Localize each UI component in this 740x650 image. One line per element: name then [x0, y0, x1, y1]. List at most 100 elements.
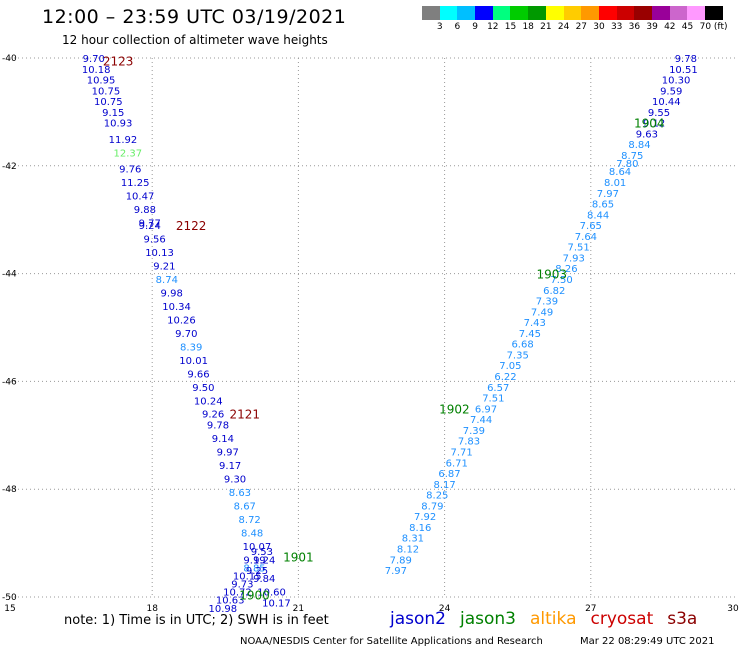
wave-height-value: 10.75 — [94, 97, 123, 108]
y-tick-label: -48 — [2, 485, 17, 495]
legend-jason2: jason2 — [390, 609, 446, 629]
wave-height-value: 8.01 — [604, 178, 626, 189]
colorbar-swatch — [705, 6, 723, 20]
wave-height-value: 9.84 — [253, 574, 275, 585]
wave-height-value: 7.49 — [531, 307, 553, 318]
wave-height-value: 7.35 — [507, 350, 529, 361]
wave-height-value: 10.01 — [179, 356, 208, 367]
wave-height-value: 8.72 — [239, 515, 261, 526]
y-tick-label: -46 — [2, 377, 17, 387]
wave-height-value: 10.30 — [662, 76, 691, 87]
colorbar-label: 33 — [610, 22, 623, 32]
colorbar-swatch — [634, 6, 652, 20]
colorbar-swatch — [581, 6, 599, 20]
satellite-legend: jason2 jason3 altika cryosat s3a — [390, 609, 711, 629]
wave-height-value: 6.82 — [543, 286, 565, 297]
wave-height-value: 9.77 — [139, 218, 161, 229]
wave-height-value: 8.48 — [241, 528, 263, 539]
wave-height-value: 9.78 — [207, 421, 229, 432]
wave-height-value: 7.92 — [414, 512, 436, 523]
wave-height-value: 9.59 — [660, 86, 682, 97]
wave-height-value: 9.70 — [83, 54, 105, 65]
y-tick-label: -40 — [2, 54, 17, 64]
colorbar-swatch — [598, 6, 617, 20]
wave-height-value: 9.14 — [212, 434, 234, 445]
colorbar-label: 42 — [664, 22, 676, 32]
wave-height-value: 9.25 — [246, 566, 268, 577]
wave-height-value: 10.95 — [87, 76, 116, 87]
wave-height-value: 8.12 — [397, 544, 419, 555]
colorbar-label: 15 — [504, 22, 517, 32]
wave-height-value: 6.57 — [487, 383, 509, 394]
wave-height-value: 8.26 — [555, 264, 577, 275]
wave-height-value: 10.24 — [194, 396, 223, 407]
wave-height-value: 7.50 — [550, 275, 572, 286]
wave-height-value: 8.75 — [621, 151, 643, 162]
wave-height-value: 10.63 — [216, 596, 245, 607]
pass-label: 1901 — [283, 551, 314, 565]
wave-height-value: 9.73 — [231, 580, 253, 591]
wave-height-value: 8.67 — [234, 501, 256, 512]
wave-height-value: 9.30 — [224, 474, 246, 485]
colorbar-label: 21 — [540, 22, 552, 32]
credit-line: NOAA/NESDIS Center for Satellite Applica… — [240, 636, 543, 647]
colorbar-swatch — [687, 6, 705, 20]
y-tick-label: -50 — [2, 593, 17, 603]
wave-height-value: 7.39 — [536, 297, 558, 308]
wave-height-value: 10.44 — [652, 97, 681, 108]
wave-height-value: 9.70 — [175, 329, 197, 340]
colorbar-swatch — [475, 6, 493, 20]
wave-height-value: 10.98 — [209, 604, 238, 615]
wave-height-value: 7.97 — [385, 566, 407, 577]
pass-label: 1900 — [239, 588, 270, 602]
colorbar-swatch — [651, 6, 670, 20]
wave-height-value: 9.21 — [153, 262, 175, 273]
wave-height-value: 7.44 — [470, 415, 492, 426]
wave-height-value: 9.15 — [102, 108, 124, 119]
map-subtitle: 12 hour collection of altimeter wave hei… — [62, 33, 328, 47]
wave-height-value: 9.76 — [119, 164, 141, 175]
colorbar-label: 18 — [522, 22, 534, 32]
wave-height-value: 11.92 — [109, 135, 138, 146]
wave-height-value: 9.56 — [144, 235, 166, 246]
map-title: 12:00 – 23:59 UTC 03/19/2021 — [42, 6, 347, 28]
colorbar-swatch — [422, 6, 440, 20]
wave-height-value: 7.64 — [575, 232, 597, 243]
legend-s3a: s3a — [667, 609, 698, 629]
wave-height-value: 9.24 — [253, 555, 275, 566]
colorbar-swatch — [528, 6, 546, 20]
wave-height-value: 8.44 — [587, 210, 609, 221]
wave-height-value: 7.80 — [616, 159, 638, 170]
colorbar-label: 30 — [593, 22, 605, 32]
colorbar-label: 12 — [487, 22, 499, 32]
wave-height-value: 8.79 — [421, 501, 443, 512]
wave-height-value: 6.68 — [511, 340, 533, 351]
colorbar-swatch — [439, 6, 458, 20]
pass-label: 1904 — [634, 117, 665, 131]
wave-height-value: 8.74 — [156, 275, 178, 286]
wave-height-value: 7.51 — [482, 394, 504, 405]
wave-height-value: 9.19 — [243, 555, 265, 566]
wave-height-value: 8.17 — [433, 480, 455, 491]
wave-height-value: 7.97 — [597, 189, 619, 200]
wave-height-value: 10.15 — [233, 571, 262, 582]
wave-height-value: 10.34 — [162, 302, 191, 313]
wave-height-value: 6.71 — [446, 458, 468, 469]
wave-height-value: 9.97 — [217, 447, 239, 458]
wave-height-value: 9.12 — [643, 119, 665, 130]
colorbar-label: 3 — [436, 22, 443, 32]
colorbar-label: 24 — [557, 22, 570, 32]
wave-height-value: 9.98 — [161, 288, 183, 299]
x-tick-label: 27 — [585, 604, 596, 614]
colorbar-label: 45 — [681, 22, 694, 32]
wave-height-value: 9.17 — [219, 461, 241, 472]
wave-height-value: 6.87 — [438, 469, 460, 480]
x-tick-label: 18 — [146, 604, 158, 614]
colorbar-swatch — [510, 6, 529, 20]
legend-cryosat: cryosat — [590, 609, 654, 629]
colorbar-label: 6 — [454, 22, 461, 32]
wave-height-value: 8.25 — [426, 491, 448, 502]
wave-height-value: 7.51 — [567, 243, 589, 254]
colorbar-swatch — [669, 6, 688, 20]
